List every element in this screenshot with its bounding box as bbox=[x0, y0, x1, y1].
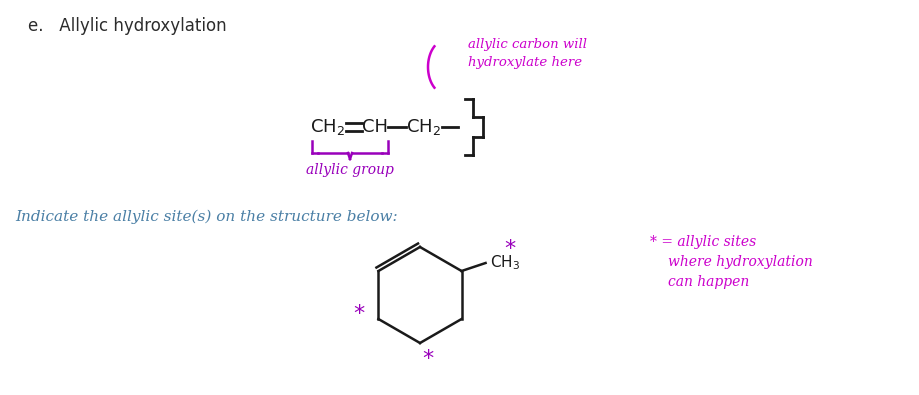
Text: CH$_3$: CH$_3$ bbox=[489, 254, 519, 272]
Text: where hydroxylation: where hydroxylation bbox=[667, 255, 811, 269]
Text: Indicate the allylic site(s) on the structure below:: Indicate the allylic site(s) on the stru… bbox=[15, 210, 397, 224]
Text: CH$_2$: CH$_2$ bbox=[405, 117, 440, 137]
Text: *: * bbox=[422, 349, 433, 369]
Text: e.   Allylic hydroxylation: e. Allylic hydroxylation bbox=[28, 17, 226, 35]
Text: can happen: can happen bbox=[667, 275, 748, 289]
Text: *: * bbox=[504, 239, 515, 259]
Text: allylic carbon will: allylic carbon will bbox=[468, 38, 586, 51]
Text: CH$_2$: CH$_2$ bbox=[310, 117, 345, 137]
Text: hydroxylate here: hydroxylate here bbox=[468, 56, 582, 68]
Text: * = allylic sites: * = allylic sites bbox=[650, 235, 755, 249]
Text: allylic group: allylic group bbox=[306, 163, 393, 177]
Text: *: * bbox=[352, 304, 364, 324]
Text: CH: CH bbox=[361, 118, 388, 136]
